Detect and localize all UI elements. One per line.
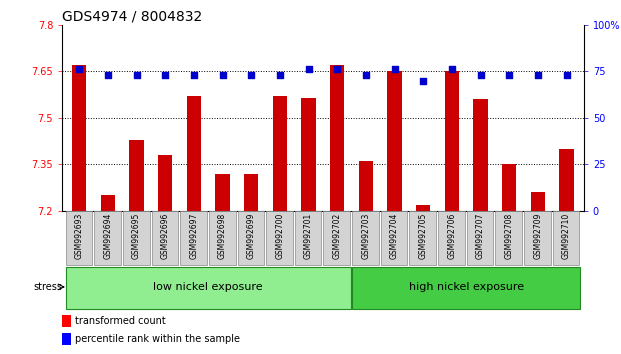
Bar <box>352 211 379 264</box>
Text: transformed count: transformed count <box>75 316 166 326</box>
Text: GSM992699: GSM992699 <box>247 212 256 259</box>
Text: GSM992694: GSM992694 <box>104 212 112 259</box>
Bar <box>381 211 407 264</box>
Bar <box>438 211 465 264</box>
Point <box>447 67 457 72</box>
Bar <box>324 211 350 264</box>
Bar <box>409 211 436 264</box>
Bar <box>180 211 207 264</box>
Bar <box>94 211 121 264</box>
Text: GSM992702: GSM992702 <box>333 212 342 259</box>
Bar <box>330 65 345 211</box>
Point <box>419 78 428 84</box>
Bar <box>187 96 201 211</box>
Text: GSM992700: GSM992700 <box>276 212 284 259</box>
Bar <box>62 315 71 327</box>
Text: GSM992696: GSM992696 <box>161 212 170 259</box>
Bar <box>502 164 517 211</box>
Bar <box>273 96 287 211</box>
Text: GSM992693: GSM992693 <box>75 212 84 259</box>
Text: GSM992701: GSM992701 <box>304 212 313 259</box>
Bar <box>560 149 574 211</box>
Point <box>75 67 84 72</box>
Bar <box>72 65 86 211</box>
Bar <box>123 211 150 264</box>
Point <box>389 67 399 72</box>
Bar <box>295 211 322 264</box>
Text: GSM992706: GSM992706 <box>447 212 456 259</box>
Point <box>189 72 199 78</box>
Text: GSM992705: GSM992705 <box>419 212 428 259</box>
Text: low nickel exposure: low nickel exposure <box>153 282 263 292</box>
Bar <box>467 211 494 264</box>
Bar <box>388 71 402 211</box>
Text: GSM992703: GSM992703 <box>361 212 370 259</box>
Text: GSM992708: GSM992708 <box>505 212 514 259</box>
Text: percentile rank within the sample: percentile rank within the sample <box>75 334 240 344</box>
Bar <box>553 211 579 264</box>
Bar <box>101 195 115 211</box>
Point <box>561 72 571 78</box>
Bar <box>66 267 351 309</box>
Bar <box>129 139 144 211</box>
Text: GSM992697: GSM992697 <box>189 212 199 259</box>
Bar <box>215 174 230 211</box>
Point <box>361 72 371 78</box>
Bar <box>524 211 551 264</box>
Point <box>504 72 514 78</box>
Text: GSM992707: GSM992707 <box>476 212 485 259</box>
Bar <box>62 333 71 345</box>
Point <box>476 72 486 78</box>
Bar <box>496 211 522 264</box>
Point <box>275 72 285 78</box>
Point <box>533 72 543 78</box>
Text: GSM992709: GSM992709 <box>533 212 542 259</box>
Point <box>217 72 227 78</box>
Point <box>132 72 142 78</box>
Bar <box>416 205 430 211</box>
Point <box>332 67 342 72</box>
Bar <box>445 71 459 211</box>
Bar <box>266 211 293 264</box>
Bar <box>152 211 178 264</box>
Bar <box>158 155 173 211</box>
Bar <box>531 192 545 211</box>
Text: GSM992698: GSM992698 <box>218 212 227 259</box>
Point <box>247 72 256 78</box>
Text: GSM992704: GSM992704 <box>390 212 399 259</box>
Bar <box>359 161 373 211</box>
Point <box>103 72 113 78</box>
Bar <box>244 174 258 211</box>
Text: stress: stress <box>34 282 63 292</box>
Text: GSM992695: GSM992695 <box>132 212 141 259</box>
Bar <box>473 99 487 211</box>
Text: GDS4974 / 8004832: GDS4974 / 8004832 <box>62 10 202 24</box>
Bar <box>352 267 580 309</box>
Bar <box>301 98 315 211</box>
Bar <box>209 211 235 264</box>
Bar <box>66 211 92 264</box>
Text: high nickel exposure: high nickel exposure <box>409 282 524 292</box>
Bar <box>237 211 264 264</box>
Text: GSM992710: GSM992710 <box>562 212 571 259</box>
Point <box>160 72 170 78</box>
Point <box>304 67 314 72</box>
